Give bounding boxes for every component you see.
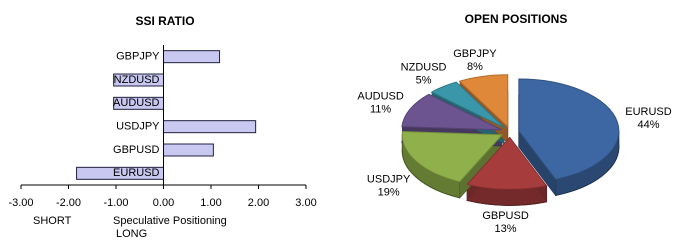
x-axis-label: Speculative Positioning <box>113 215 227 227</box>
slice-label: GBPUSD <box>482 210 529 222</box>
pie-slice <box>518 78 620 180</box>
x-tick-label: 3.00 <box>295 197 316 209</box>
x-tick-label: -1.00 <box>103 197 128 209</box>
x-tick-label: 0.00 <box>153 197 174 209</box>
slice-value-label: 11% <box>370 104 391 116</box>
slice-label: AUDUSD <box>357 91 404 103</box>
slice-label: NZDUSD <box>401 61 447 73</box>
y-tick-label: EURUSD <box>113 167 160 179</box>
y-tick-label: GBPUSD <box>113 144 160 156</box>
slice-value-label: 19% <box>378 187 400 199</box>
x-tick-label: 2.00 <box>248 197 269 209</box>
slice-value-label: 13% <box>495 223 517 235</box>
short-label: SHORT <box>33 215 72 227</box>
slice-value-label: 5% <box>416 74 432 86</box>
pie-slice <box>458 74 509 128</box>
bar <box>163 143 214 157</box>
x-tick-label: -3.00 <box>8 197 33 209</box>
pie-slice <box>401 130 504 183</box>
y-tick-label: GBPJPY <box>116 51 160 63</box>
chart-title: SSI RATIO <box>135 14 194 28</box>
x-tick-label: -2.00 <box>56 197 81 209</box>
long-label: LONG <box>116 228 147 240</box>
y-tick-label: USDJPY <box>116 121 160 133</box>
bar <box>163 50 221 64</box>
bar <box>163 120 257 134</box>
y-tick-label: AUDUSD <box>113 97 160 109</box>
slice-label: GBPJPY <box>453 48 497 60</box>
slice-value-label: 44% <box>637 119 659 131</box>
slice-label: USDJPY <box>367 174 411 186</box>
pie-slice <box>430 81 505 129</box>
chart-title: OPEN POSITIONS <box>465 12 568 26</box>
y-tick-label: NZDUSD <box>114 74 160 86</box>
x-tick-label: 1.00 <box>200 197 221 209</box>
slice-label: EURUSD <box>625 106 672 118</box>
pie-slice-side <box>518 130 556 196</box>
slice-value-label: 8% <box>467 61 483 73</box>
pie-slice <box>466 136 548 190</box>
pie-slice <box>401 93 502 131</box>
